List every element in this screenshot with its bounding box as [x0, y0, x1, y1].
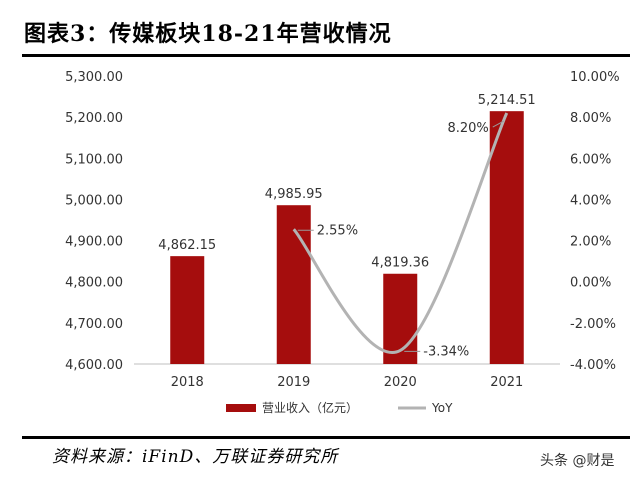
- y-left-tick-label: 4,800.00: [65, 276, 123, 291]
- y-right-tick-label: -2.00%: [570, 317, 616, 332]
- y-left-tick-label: 5,100.00: [65, 152, 123, 167]
- bar-value-label: 4,819.36: [371, 256, 429, 271]
- legend-bar-swatch: [226, 404, 256, 412]
- y-left-tick-label: 4,900.00: [65, 235, 123, 250]
- bar-2018: [170, 256, 205, 364]
- legend-line-label: YoY: [431, 401, 453, 415]
- chart-title: 图表3：传媒板块18-21年营收情况: [24, 21, 392, 47]
- yoy-value-label: 2.55%: [317, 223, 358, 238]
- y-right-tick-label: -4.00%: [570, 358, 616, 373]
- y-left-tick-label: 5,300.00: [65, 70, 123, 85]
- title-bar: 图表3：传媒板块18-21年营收情况: [0, 0, 640, 60]
- legend-bar-label: 营业收入（亿元）: [262, 400, 358, 415]
- bar-value-label: 5,214.51: [478, 93, 536, 108]
- y-right-tick-label: 0.00%: [570, 276, 611, 291]
- y-right-tick-label: 4.00%: [570, 193, 611, 208]
- bar-2019: [276, 205, 311, 364]
- bar-value-label: 4,862.15: [158, 238, 216, 253]
- y-left-tick-label: 4,700.00: [65, 317, 123, 332]
- y-left-tick-label: 5,200.00: [65, 111, 123, 126]
- y-right-tick-label: 8.00%: [570, 111, 611, 126]
- y-right-tick-label: 6.00%: [570, 152, 611, 167]
- x-tick-label: 2021: [490, 375, 523, 390]
- source-rule: [22, 436, 630, 439]
- source-note: 资料来源：iFinD、万联证券研究所: [52, 447, 339, 467]
- x-tick-label: 2019: [277, 375, 310, 390]
- yoy-value-label: -3.34%: [423, 344, 469, 359]
- bar-value-label: 4,985.95: [265, 187, 323, 202]
- y-left-tick-label: 5,000.00: [65, 193, 123, 208]
- yoy-value-label: 8.20%: [447, 121, 488, 136]
- bar-2021: [489, 111, 524, 364]
- title-rule: [22, 54, 630, 57]
- y-right-tick-label: 2.00%: [570, 235, 611, 250]
- yoy-line: [292, 112, 509, 354]
- watermark: 头条 @财是: [540, 453, 615, 469]
- yoy-leader: [492, 120, 504, 128]
- y-left-tick-label: 4,600.00: [65, 358, 123, 373]
- x-tick-label: 2018: [171, 375, 204, 390]
- chart: 4,600.00 4,700.00 4,800.00 4,900.00 5,000.00…: [65, 70, 620, 415]
- y-right-tick-label: 10.00%: [570, 70, 620, 85]
- x-tick-label: 2020: [384, 375, 417, 390]
